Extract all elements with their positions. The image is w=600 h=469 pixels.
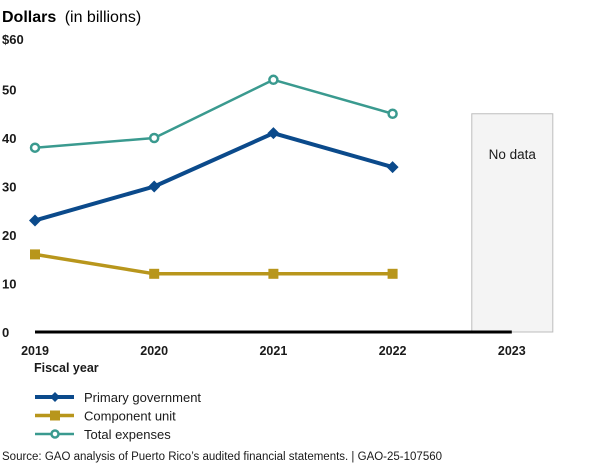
square-marker — [30, 249, 40, 260]
diamond-marker — [29, 214, 41, 227]
legend-item: Primary government — [35, 390, 201, 405]
source-note: Source: GAO analysis of Puerto Rico’s au… — [2, 451, 442, 463]
series-line — [34, 252, 393, 276]
diamond-marker — [148, 180, 161, 193]
y-tick-label: 10 — [2, 277, 16, 292]
diamond-marker — [267, 127, 280, 140]
square-marker — [387, 268, 398, 279]
legend-item: Total expenses — [35, 427, 171, 442]
x-tick-label: 2023 — [498, 344, 526, 358]
legend-label: Component unit — [84, 409, 176, 424]
series-layer — [29, 74, 399, 279]
legend-label: Total expenses — [84, 427, 171, 442]
circle-marker — [387, 108, 398, 119]
circle-marker — [50, 429, 60, 439]
chart-title-suffix: (in billions) — [65, 9, 141, 26]
square-marker — [50, 410, 60, 421]
legend: Primary government Component unit Total ex… — [35, 390, 201, 442]
circle-marker — [29, 142, 41, 153]
circle-marker — [268, 74, 279, 86]
y-tick-label: 30 — [2, 180, 16, 195]
diamond-marker — [386, 161, 399, 174]
circle-marker — [148, 132, 160, 144]
series-line — [34, 78, 393, 149]
x-tick-label: 2019 — [21, 344, 49, 358]
legend-label: Primary government — [84, 390, 201, 405]
y-tick-label: 50 — [2, 83, 16, 98]
y-tick-label: 20 — [2, 228, 16, 243]
x-axis-title: Fiscal year — [34, 361, 99, 375]
x-axis-ticks: 2019 2020 2021 2022 2023 — [21, 344, 526, 358]
chart-title-main: Dollars — [2, 9, 56, 26]
series-component-unit — [30, 249, 398, 279]
x-tick-label: 2020 — [140, 344, 168, 358]
square-marker — [268, 268, 279, 279]
diamond-marker — [50, 392, 60, 402]
no-data-label: No data — [489, 147, 537, 162]
series-line — [34, 131, 394, 223]
y-tick-label: 0 — [2, 325, 9, 340]
x-tick-label: 2021 — [259, 344, 287, 358]
legend-item: Component unit — [35, 409, 176, 424]
no-data-box — [471, 113, 554, 333]
series-primary-government — [29, 127, 399, 227]
square-marker — [149, 268, 160, 279]
x-tick-label: 2022 — [379, 344, 407, 358]
series-total-expenses — [29, 74, 398, 153]
y-axis-ticks: 0 10 20 30 40 50 $60 — [2, 32, 24, 340]
y-tick-label: $60 — [2, 32, 24, 47]
chart-title: Dollars (in billions) — [2, 9, 141, 26]
y-tick-label: 40 — [2, 131, 16, 146]
